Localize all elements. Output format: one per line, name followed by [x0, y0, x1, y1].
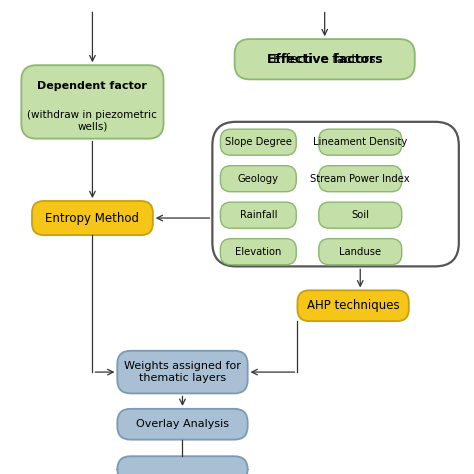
- FancyBboxPatch shape: [235, 39, 415, 79]
- FancyBboxPatch shape: [298, 290, 409, 321]
- Text: Slope Degree: Slope Degree: [225, 137, 292, 147]
- Text: Elevation: Elevation: [235, 246, 282, 257]
- Text: Weights assigned for
thematic layers: Weights assigned for thematic layers: [124, 361, 241, 383]
- Text: Landuse: Landuse: [339, 246, 381, 257]
- Text: Geology: Geology: [238, 173, 279, 184]
- FancyBboxPatch shape: [21, 65, 164, 138]
- Text: Dependent factor: Dependent factor: [37, 81, 147, 91]
- Text: Effective factors: Effective factors: [273, 53, 376, 66]
- FancyBboxPatch shape: [319, 165, 401, 192]
- Text: Rainfall: Rainfall: [239, 210, 277, 220]
- FancyBboxPatch shape: [220, 129, 296, 155]
- FancyBboxPatch shape: [319, 202, 401, 228]
- Text: Stream Power Index: Stream Power Index: [310, 173, 410, 184]
- FancyBboxPatch shape: [319, 239, 401, 264]
- Text: (withdraw in piezometric
wells): (withdraw in piezometric wells): [27, 99, 157, 132]
- FancyBboxPatch shape: [220, 239, 296, 264]
- FancyBboxPatch shape: [117, 351, 247, 393]
- FancyBboxPatch shape: [319, 129, 401, 155]
- FancyBboxPatch shape: [117, 456, 247, 474]
- Text: Lineament Density: Lineament Density: [313, 137, 407, 147]
- Text: AHP techniques: AHP techniques: [307, 299, 400, 312]
- FancyBboxPatch shape: [220, 202, 296, 228]
- Text: Soil: Soil: [351, 210, 369, 220]
- Text: Effective factors: Effective factors: [267, 53, 383, 66]
- FancyBboxPatch shape: [32, 201, 153, 235]
- FancyBboxPatch shape: [117, 409, 247, 440]
- Text: Entropy Method: Entropy Method: [46, 211, 139, 225]
- Text: Overlay Analysis: Overlay Analysis: [136, 419, 229, 429]
- FancyBboxPatch shape: [220, 165, 296, 192]
